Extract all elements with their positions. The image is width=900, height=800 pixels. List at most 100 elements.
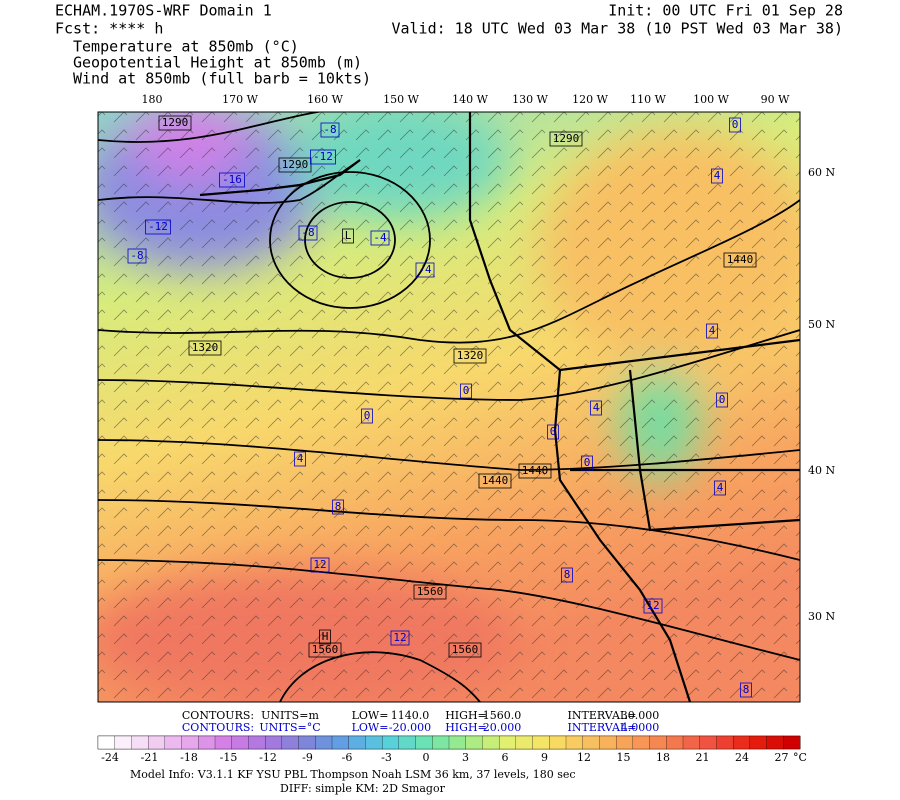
colorbar-label: -3 bbox=[381, 751, 392, 764]
colorbar-cell bbox=[666, 735, 684, 750]
temperature-label: 0 bbox=[584, 456, 591, 469]
contour-info: LOW= bbox=[352, 721, 389, 734]
colorbar-cell bbox=[181, 735, 199, 750]
temperature-label-box bbox=[145, 219, 171, 235]
temperature-label-box bbox=[590, 400, 602, 416]
height-label: L bbox=[345, 229, 352, 242]
temperature-label: -4 bbox=[373, 231, 387, 244]
colorbar-cell bbox=[565, 735, 584, 750]
colorbar-cell bbox=[432, 735, 450, 750]
temperature-label: 0 bbox=[719, 393, 726, 406]
colorbar-cell bbox=[465, 735, 483, 750]
colorbar-label: 0 bbox=[423, 751, 430, 764]
contour-info: LOW= bbox=[352, 709, 389, 722]
temperature-label: 12 bbox=[646, 599, 659, 612]
temperature-label-box bbox=[581, 455, 593, 471]
latitude-label: 50 N bbox=[808, 318, 835, 331]
height-label-box bbox=[413, 584, 447, 600]
temperature-label: -4 bbox=[418, 263, 432, 276]
height-label-box bbox=[188, 340, 222, 356]
temperature-label-box bbox=[332, 499, 344, 515]
field-name: Temperature at 850mb (°C) bbox=[73, 38, 299, 56]
colorbar-cell bbox=[532, 735, 550, 750]
colorbar-cell bbox=[615, 735, 634, 750]
colorbar-cell bbox=[599, 735, 617, 750]
colorbar-cell bbox=[582, 735, 600, 750]
contour-info: 4.0000 bbox=[621, 721, 660, 734]
temperature-label-box bbox=[361, 408, 373, 424]
height-label: 1560 bbox=[417, 585, 444, 598]
height-label-box bbox=[308, 642, 342, 658]
temperature-label-box bbox=[706, 323, 718, 339]
colorbar-label: -21 bbox=[141, 751, 159, 764]
colorbar-cell bbox=[398, 735, 417, 750]
colorbar-cell bbox=[97, 735, 116, 750]
temperature-label-box bbox=[127, 248, 147, 264]
temperature-label: 0 bbox=[732, 118, 739, 131]
temperature-label: 4 bbox=[297, 452, 304, 465]
temperature-label: 12 bbox=[393, 631, 406, 644]
temperature-label: -12 bbox=[313, 150, 333, 163]
height-label-box bbox=[549, 131, 583, 147]
colorbar-cell bbox=[315, 735, 333, 750]
valid: Valid: 18 UTC Wed 03 Mar 38 (10 PST Wed … bbox=[391, 20, 843, 38]
colorbar-cell bbox=[732, 735, 751, 750]
footer: Model Info: V3.1.1 KF YSU PBL Thompson N… bbox=[130, 768, 576, 781]
height-label-box bbox=[158, 115, 192, 131]
colorbar-label: 3 bbox=[462, 751, 469, 764]
colorbar-label: -18 bbox=[180, 751, 198, 764]
temperature-label: 8 bbox=[335, 500, 342, 513]
temperature-label: 8 bbox=[743, 683, 750, 696]
contour-info: UNITS=m bbox=[261, 709, 319, 722]
colorbar-label: -24 bbox=[101, 751, 119, 764]
temperature-label: -12 bbox=[148, 220, 168, 233]
colorbar-cell bbox=[699, 735, 717, 750]
temperature-label: 4 bbox=[717, 481, 724, 494]
colorbar-cell bbox=[549, 735, 567, 750]
contour-info: 1140.0 bbox=[391, 709, 430, 722]
colorbar-label: 6 bbox=[502, 751, 509, 764]
temperature-label: 0 bbox=[364, 409, 371, 422]
temperature-label-box bbox=[310, 557, 330, 573]
height-label: H bbox=[322, 630, 329, 643]
latitude-label: 60 N bbox=[808, 166, 835, 179]
colorbar-cell bbox=[381, 735, 400, 750]
colorbar-cell bbox=[298, 735, 316, 750]
temperature-label: 4 bbox=[593, 401, 600, 414]
temperature-label: -8 bbox=[130, 249, 143, 262]
colorbar-label: 24 bbox=[735, 751, 749, 764]
colorbar-label: 27 bbox=[775, 751, 789, 764]
wind-barbs bbox=[98, 112, 800, 702]
height-label-box bbox=[342, 228, 354, 244]
colorbar-label: 18 bbox=[656, 751, 670, 764]
height-label: 1560 bbox=[312, 643, 339, 656]
forecast: Fcst: **** h bbox=[55, 20, 163, 38]
height-label: 1440 bbox=[727, 253, 754, 266]
colorbar-cell bbox=[114, 735, 132, 750]
height-label: 1560 bbox=[452, 643, 479, 656]
colorbar-cell bbox=[248, 735, 266, 750]
contour-info: INTERVAL= bbox=[568, 709, 637, 722]
longitude-label: 170 W bbox=[222, 93, 258, 106]
temperature-label: 0 bbox=[550, 425, 557, 438]
colorbar-label: -15 bbox=[220, 751, 238, 764]
longitude-label: 180 bbox=[142, 93, 163, 106]
footer: DIFF: simple KM: 2D Smagor bbox=[280, 782, 446, 795]
longitude-label: 90 W bbox=[761, 93, 790, 106]
temperature-label-box bbox=[390, 630, 410, 646]
colorbar-cell bbox=[749, 735, 768, 750]
colorbar-cell bbox=[281, 735, 300, 750]
colorbar-label: 12 bbox=[577, 751, 591, 764]
colorbar-cell bbox=[131, 735, 149, 750]
longitude-label: 110 W bbox=[630, 93, 666, 106]
temperature-label-box bbox=[320, 122, 340, 138]
colorbar-cell bbox=[716, 735, 734, 750]
colorbar-cell bbox=[164, 735, 183, 750]
colorbar-unit: °C bbox=[793, 751, 807, 764]
height-label: 1290 bbox=[162, 116, 189, 129]
colorbar-cell bbox=[198, 735, 216, 750]
init: Init: 00 UTC Fri 01 Sep 28 bbox=[608, 2, 843, 20]
colorbar-cell bbox=[515, 735, 534, 750]
map-frame bbox=[97, 111, 801, 703]
